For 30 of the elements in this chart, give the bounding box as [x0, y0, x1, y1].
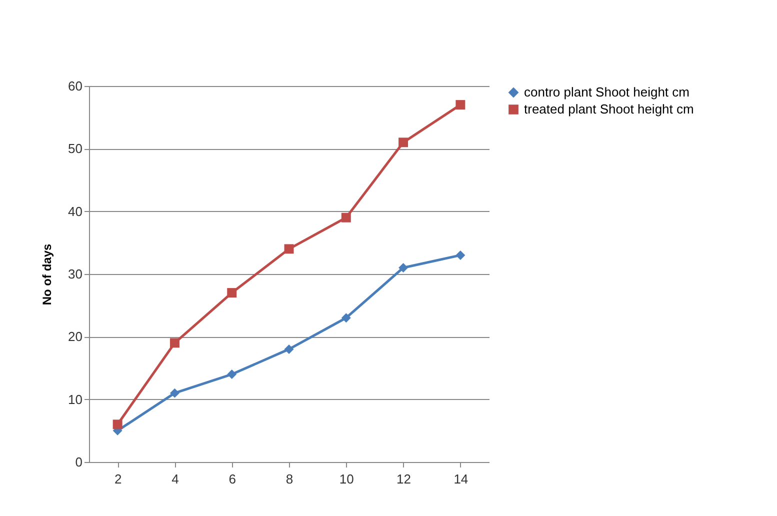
legend-label: treated plant Shoot height cm — [524, 102, 694, 116]
x-tick-label: 12 — [396, 472, 412, 486]
x-tick-label: 4 — [172, 472, 179, 486]
y-tick-label: 0 — [75, 454, 82, 470]
x-tick-label: 10 — [339, 472, 354, 486]
point — [341, 212, 351, 222]
point — [398, 138, 408, 148]
point — [227, 288, 237, 298]
point — [112, 420, 122, 430]
x-tick-label: 14 — [454, 472, 468, 486]
legend-label: contro plant Shoot height cm — [524, 84, 690, 100]
y-tick-label: 20 — [68, 329, 82, 344]
x-tick-label: 6 — [228, 472, 236, 486]
point — [456, 100, 466, 110]
point — [170, 338, 180, 348]
y-tick-label: 50 — [68, 141, 82, 156]
y-tick-label: 10 — [68, 392, 82, 407]
x-tick-label: 2 — [114, 472, 122, 486]
y-axis-title: No of days — [40, 244, 54, 306]
point — [341, 313, 351, 323]
point — [284, 344, 294, 354]
point — [398, 262, 408, 272]
x-tick-label: 8 — [286, 472, 294, 486]
point — [170, 388, 180, 398]
y-tick-label: 60 — [68, 78, 82, 94]
point — [227, 370, 237, 380]
y-tick-label: 30 — [68, 266, 82, 282]
point — [456, 250, 466, 260]
y-tick-label: 40 — [68, 204, 82, 219]
point — [284, 244, 294, 254]
